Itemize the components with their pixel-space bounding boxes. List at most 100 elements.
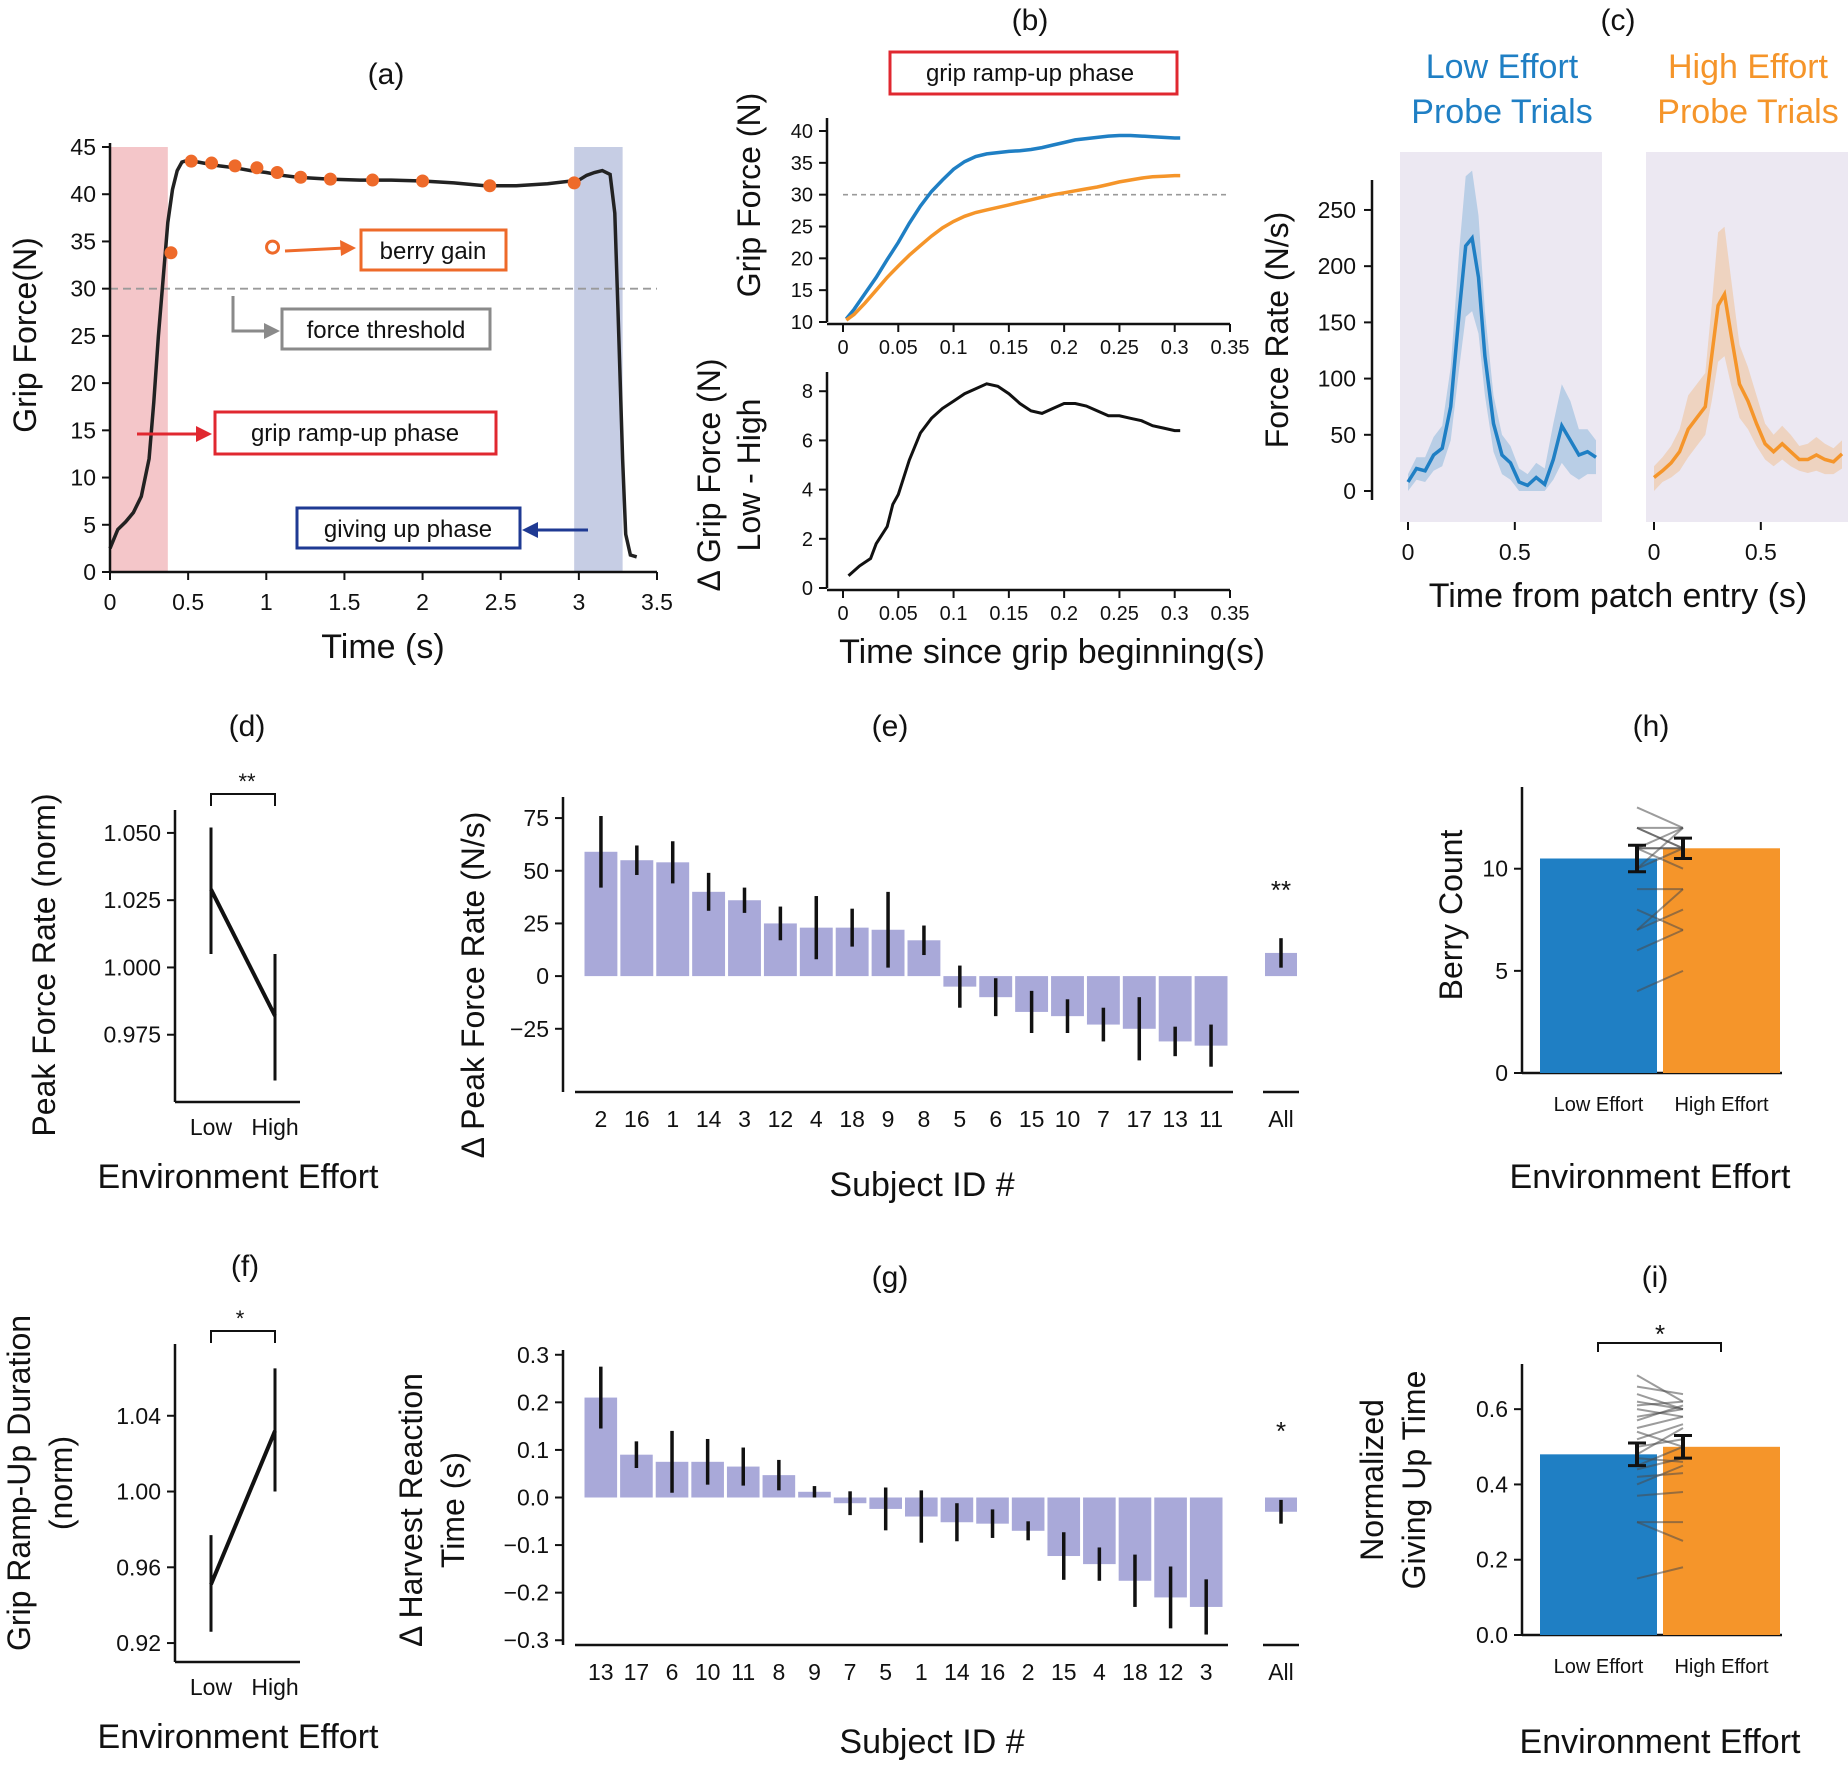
y-tick-label: 5: [83, 512, 96, 538]
x-tick-label: 4: [1093, 1659, 1106, 1685]
giving-up-label: giving up phase: [324, 516, 492, 543]
x-tick-label: 2: [595, 1106, 608, 1132]
panel-a-label: (a): [368, 58, 405, 91]
berry-point: [366, 173, 380, 187]
x-tick-label: 0.05: [879, 603, 918, 625]
x-tick-label: 0.5: [1745, 539, 1777, 565]
subject-line: [1636, 969, 1684, 993]
x-tick-label: 3: [1200, 1659, 1213, 1685]
y-tick-label: 10: [791, 312, 813, 334]
x-tick-label: 0.15: [989, 603, 1028, 625]
y-tick-label: −25: [510, 1016, 549, 1042]
subject-line: [1636, 1408, 1684, 1418]
panel-f-xlabel: Environment Effort: [98, 1718, 380, 1756]
subject-line: [1636, 1423, 1684, 1441]
low-effort-ci-band: [1408, 170, 1596, 491]
x-tick-label: 0.3: [1161, 337, 1189, 359]
panel-b-phase-box: [888, 50, 1179, 96]
subject-line: [1636, 1400, 1684, 1411]
x-tick-label: 0.05: [879, 337, 918, 359]
y-tick-label: 35: [791, 153, 813, 175]
subject-line: [1636, 1427, 1684, 1456]
y-tick-label: 50: [1330, 422, 1356, 448]
low-effort-bar: [1540, 1454, 1657, 1635]
x-tick-label: 16: [980, 1659, 1006, 1685]
x-tick-label: 0: [1402, 539, 1415, 565]
y-tick-label: 0.6: [1476, 1396, 1508, 1422]
ramp-up-arrowhead: [196, 426, 212, 442]
x-tick-label: 0.1: [940, 337, 968, 359]
high-effort-force-rate-line: [1652, 289, 1844, 479]
y-tick-label: 15: [791, 280, 813, 302]
subject-line: [1636, 888, 1684, 931]
low-effort-title-2: Probe Trials: [1411, 93, 1592, 131]
x-tick-label: Low Effort: [1554, 1656, 1644, 1678]
y-tick-label: 1.04: [116, 1403, 161, 1429]
axes-b-bottom: 0 2 4 6 8 0 0.05 0.1 0.15 0.2 0.25 0.3 0.35: [802, 372, 1249, 625]
subject-line: [1636, 1438, 1684, 1448]
axes-a: 0 5 10 15 20 25 30 35 40 45 0 0.5 1 1.5 2 2.5 3 3.5: [70, 134, 673, 615]
berry-point: [250, 161, 264, 175]
x-tick-label: High Effort: [1674, 1094, 1769, 1116]
panel-c-ylabel: Force Rate (N/s): [1259, 212, 1295, 448]
subject-line: [1636, 1490, 1684, 1497]
x-tick-label: 0.5: [172, 589, 204, 615]
panel-e: (e) −25 0 25 50 75 2 16 1 14 3 12 4 18 9 8 5 6 15 10 7 17 13 1…: [455, 710, 1299, 1204]
berry-point: [184, 154, 198, 168]
panel-d: (d) 0.975 1.000 1.025 1.050 Low High ** Peak …: [26, 710, 379, 1196]
bar: [620, 860, 654, 977]
berry-count-bars: 0 5 10 Low Effort High Effort: [1482, 787, 1782, 1116]
panel-h-xlabel: Environment Effort: [1510, 1158, 1792, 1196]
x-tick-label: 10: [1055, 1106, 1081, 1132]
y-tick-label: 0.4: [1476, 1471, 1508, 1497]
x-tick-label: 2: [1022, 1659, 1035, 1685]
high-effort-title-2: Probe Trials: [1657, 93, 1838, 131]
delta-harvest-rt-bars: −0.3−0.2−0.10.00.10.20.313 17 6 10 11 8 9 7 5 1 14…: [504, 1342, 1299, 1685]
ramp-up-label: grip ramp-up phase: [251, 420, 459, 447]
high-effort-grip-line: [845, 173, 1181, 322]
significance-bracket: [210, 1330, 276, 1343]
berry-point: [228, 159, 242, 173]
subject-line: [1636, 847, 1684, 870]
x-tick-label: 0.25: [1100, 337, 1139, 359]
panel-h-ylabel: Berry Count: [1433, 830, 1469, 1001]
panel-h: (h) 0 5 10 Low Effort High Effort Berry Coun…: [1433, 710, 1791, 1196]
y-tick-label: 20: [70, 370, 96, 396]
panel-f-ylabel-1: Grip Ramp-Up Duration: [1, 1315, 37, 1651]
panel-i-label: (i): [1642, 1261, 1669, 1294]
y-tick-label: −0.1: [504, 1532, 549, 1558]
berry-gain-label: berry gain: [380, 238, 487, 265]
y-tick-label: 30: [70, 276, 96, 302]
x-tick-label: Low: [190, 1114, 233, 1140]
berry-gain-box: [359, 228, 508, 272]
low-effort-title-1: Low Effort: [1426, 48, 1579, 86]
y-tick-label: 5: [1495, 958, 1508, 984]
x-tick-label: 2.5: [485, 589, 517, 615]
x-tick-label: 0.25: [1100, 603, 1139, 625]
x-tick-label: 18: [839, 1106, 865, 1132]
ramp-up-region: [110, 147, 168, 572]
panel-b-label: (b): [1012, 4, 1049, 37]
berry-point: [294, 170, 308, 184]
panel-i-xlabel: Environment Effort: [1520, 1723, 1802, 1761]
y-tick-label: 8: [802, 381, 813, 403]
mean-line: [209, 888, 277, 1017]
x-tick-label: 4: [810, 1106, 823, 1132]
axes-c: 0 0.5 0 0.5 0 50 100 150 200 250: [1318, 180, 1777, 565]
x-tick-label-all: All: [1268, 1659, 1294, 1685]
subject-line: [1636, 1521, 1684, 1542]
y-tick-label: 50: [523, 858, 549, 884]
x-tick-label: 0.2: [1050, 337, 1078, 359]
panel-i-ylabel-1: Normalized: [1354, 1399, 1390, 1561]
y-tick-label: 0: [1343, 478, 1356, 504]
y-tick-label: 20: [791, 248, 813, 270]
x-tick-label: 5: [879, 1659, 892, 1685]
subject-line: [1636, 806, 1684, 829]
berry-point: [270, 166, 284, 179]
x-tick-label: 13: [588, 1659, 614, 1685]
berry-point: [323, 172, 337, 186]
x-tick-label: 0.2: [1050, 603, 1078, 625]
x-tick-label: High: [251, 1674, 298, 1700]
panel-b-bottom-ylabel-2: Low - High: [731, 399, 767, 552]
